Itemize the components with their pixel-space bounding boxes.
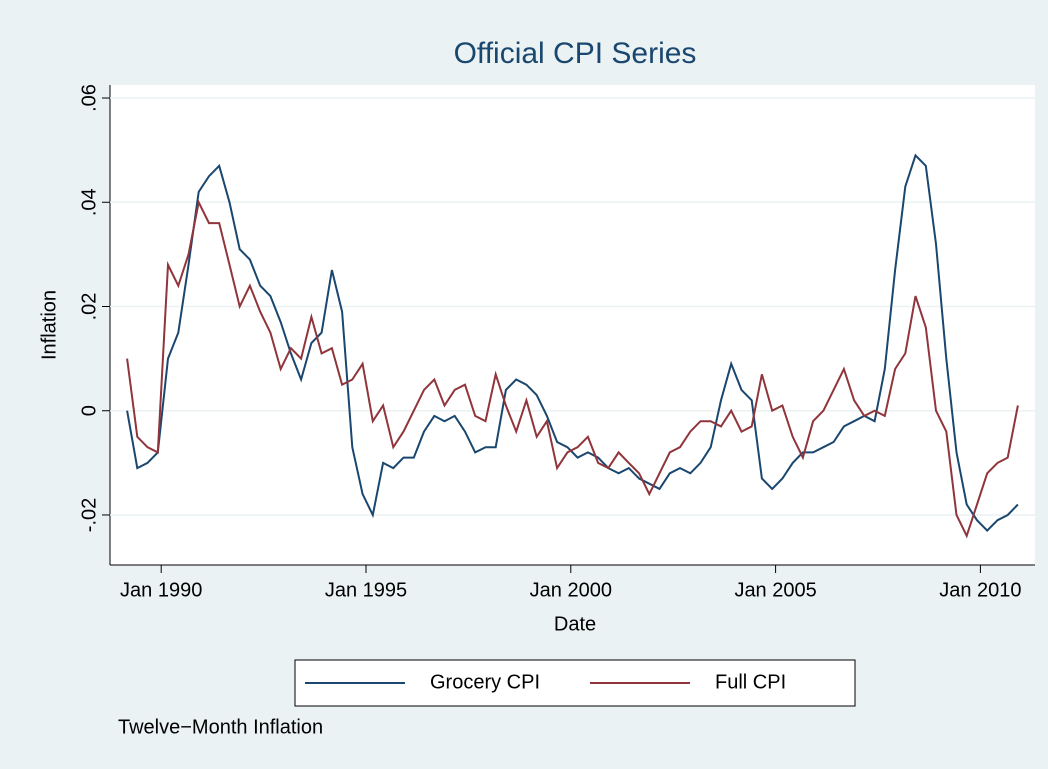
y-tick-label: 0	[78, 405, 100, 416]
x-tick-label: Jan 2000	[530, 579, 612, 601]
y-tick-label: .06	[78, 84, 100, 112]
note: Twelve−Month Inflation	[118, 716, 323, 738]
x-tick-label: Jan 2005	[734, 579, 816, 601]
x-tick-label: Jan 2010	[939, 579, 1021, 601]
line	[126, 153, 1019, 533]
chart-title: Official CPI Series	[454, 37, 697, 70]
x-tick-label: Jan 1995	[325, 579, 407, 601]
x-tick-label: Jan 1990	[120, 579, 202, 601]
y-tick-label: .04	[78, 188, 100, 216]
legend-label: Grocery CPI	[430, 671, 540, 693]
plot-area	[110, 85, 1035, 565]
y-axis-label: Inflation	[38, 290, 60, 360]
y-tick-label: .02	[78, 293, 100, 321]
legend-label: Full CPI	[715, 671, 786, 693]
line	[126, 199, 1019, 539]
y-tick-label: -.02	[78, 498, 100, 532]
x-axis-label: Date	[554, 613, 596, 635]
